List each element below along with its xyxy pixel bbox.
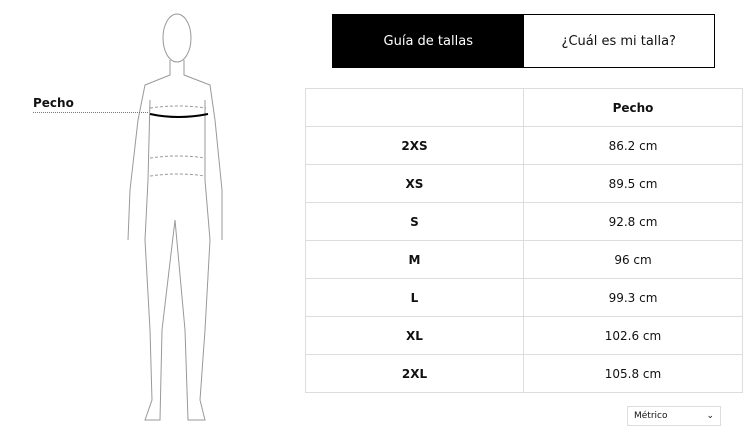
pecho-cell: 86.2 cm bbox=[523, 126, 743, 165]
unit-select-value: Métrico bbox=[634, 411, 668, 421]
size-cell: L bbox=[305, 278, 524, 317]
pecho-cell: 89.5 cm bbox=[523, 164, 743, 203]
table-header-row: Pecho bbox=[305, 88, 743, 127]
table-row: XL 102.6 cm bbox=[305, 316, 743, 355]
table-row: XS 89.5 cm bbox=[305, 164, 743, 203]
tab-find-my-size[interactable]: ¿Cuál es mi talla? bbox=[561, 33, 676, 49]
table-row: 2XL 105.8 cm bbox=[305, 354, 743, 393]
tab-size-guide[interactable]: Guía de tallas bbox=[333, 15, 524, 67]
header-pecho: Pecho bbox=[523, 88, 743, 127]
pecho-cell: 96 cm bbox=[523, 240, 743, 279]
pecho-cell: 92.8 cm bbox=[523, 202, 743, 241]
header-size bbox=[305, 88, 524, 127]
pecho-leader-line bbox=[33, 112, 148, 113]
pecho-measure-label: Pecho bbox=[33, 96, 74, 110]
size-cell: 2XL bbox=[305, 354, 524, 393]
size-tabs: Guía de tallas ¿Cuál es mi talla? bbox=[332, 14, 715, 68]
table-row: M 96 cm bbox=[305, 240, 743, 279]
table-row: 2XS 86.2 cm bbox=[305, 126, 743, 165]
size-cell: XS bbox=[305, 164, 524, 203]
table-row: S 92.8 cm bbox=[305, 202, 743, 241]
size-cell: 2XS bbox=[305, 126, 524, 165]
pecho-cell: 99.3 cm bbox=[523, 278, 743, 317]
table-row: L 99.3 cm bbox=[305, 278, 743, 317]
size-table: Pecho 2XS 86.2 cm XS 89.5 cm S 92.8 cm M 96 cm L… bbox=[305, 88, 743, 393]
pecho-cell: 105.8 cm bbox=[523, 354, 743, 393]
size-cell: XL bbox=[305, 316, 524, 355]
chevron-down-icon: ⌄ bbox=[706, 411, 714, 421]
mannequin-illustration bbox=[127, 13, 223, 421]
size-cell: S bbox=[305, 202, 524, 241]
unit-select[interactable]: Métrico ⌄ bbox=[627, 406, 721, 426]
size-cell: M bbox=[305, 240, 524, 279]
pecho-cell: 102.6 cm bbox=[523, 316, 743, 355]
